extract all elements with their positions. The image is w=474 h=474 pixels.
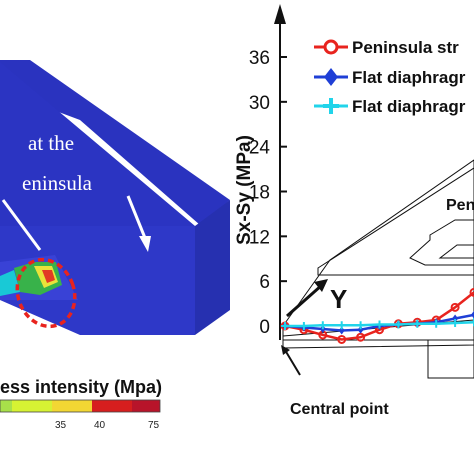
series-1-point-9 — [452, 314, 459, 323]
legend-marker-0 — [323, 39, 339, 55]
series-1-point-4 — [357, 325, 364, 334]
y-tick-label-0: 0 — [259, 317, 270, 338]
series-2-point-3 — [337, 321, 346, 330]
chart: Sx-Sy (MPa) 0 6 12 18 24 30 36 Pen Y Central p… — [234, 4, 474, 418]
annotation-arrow — [126, 195, 147, 239]
peninsula-cut — [409, 219, 474, 266]
series-0-point-10 — [469, 287, 474, 297]
series-0-point-9 — [450, 302, 460, 312]
series-2-point-10 — [470, 318, 474, 327]
y-tick-label-30: 30 — [249, 93, 270, 114]
annotation-arrowhead — [139, 236, 151, 252]
annotation-line1: at the — [28, 131, 74, 155]
series-1-point-3 — [338, 326, 345, 335]
schematic-support — [427, 339, 474, 379]
colorbar-tick-75: 75 — [148, 420, 160, 431]
central-point-arrow — [284, 349, 301, 376]
series-2-point-7 — [413, 319, 422, 328]
colorbar-tick-35: 35 — [55, 420, 67, 431]
y-ticks: 0 6 12 18 24 30 36 — [249, 48, 287, 338]
y-axis-arrow — [274, 4, 286, 24]
annotation-line2: eninsula — [22, 171, 93, 195]
central-point-label: Central point — [290, 401, 389, 418]
y-tick-label-24: 24 — [249, 138, 271, 159]
peninsula-label: Pen — [446, 197, 474, 214]
y-axis-label: Sx-Sy (MPa) — [234, 135, 255, 245]
block-front-face — [0, 226, 195, 335]
series-2-point-8 — [432, 319, 441, 328]
series-2-point-0 — [281, 322, 289, 330]
legend-label-0: Peninsula str — [352, 38, 459, 57]
y-direction-arrow — [286, 283, 323, 318]
colorbar-tick-40: 40 — [94, 420, 106, 431]
stress-hotspot-cyan — [0, 270, 20, 296]
legend-label-1: Flat diaphragr — [352, 68, 466, 87]
series-2-point-1 — [299, 322, 308, 330]
legend-label-2: Flat diaphragr — [352, 97, 466, 116]
series-2-point-4 — [356, 321, 365, 330]
y-direction-arrowhead — [314, 279, 328, 292]
fem-block: at the eninsula — [0, 60, 230, 335]
y-direction-label: Y — [330, 284, 347, 314]
series-2-point-6 — [394, 320, 403, 329]
series-layer — [280, 287, 474, 344]
y-tick-label-18: 18 — [249, 183, 270, 204]
block-top-face-left — [0, 62, 195, 226]
schematic-plate-bottom — [282, 319, 474, 349]
series-0-point-3 — [337, 334, 347, 344]
series-1-point-10 — [471, 310, 474, 319]
block-right-face — [195, 200, 230, 335]
series-2-point-5 — [375, 320, 384, 329]
colorbar-title: ess intensity (Mpa) — [0, 377, 162, 397]
y-tick-label-6: 6 — [259, 272, 270, 293]
series-2-point-9 — [451, 319, 460, 328]
legend-marker-2 — [323, 98, 339, 114]
y-tick-label-12: 12 — [249, 227, 270, 248]
schematic-plate-inner — [317, 167, 474, 276]
colorbar: 35 40 75 — [0, 399, 161, 431]
annotation-arrow-left — [1, 199, 42, 251]
y-tick-label-36: 36 — [249, 48, 270, 69]
stress-hotspot-red — [42, 270, 55, 283]
highlight-ellipse — [15, 257, 77, 329]
series-2-point-2 — [318, 321, 327, 330]
legend-marker-1 — [324, 68, 338, 86]
legend: Peninsula str Flat diaphragr Flat diaphrag… — [314, 38, 466, 116]
central-point-arrowhead — [281, 345, 290, 355]
block-top-face — [0, 60, 230, 225]
